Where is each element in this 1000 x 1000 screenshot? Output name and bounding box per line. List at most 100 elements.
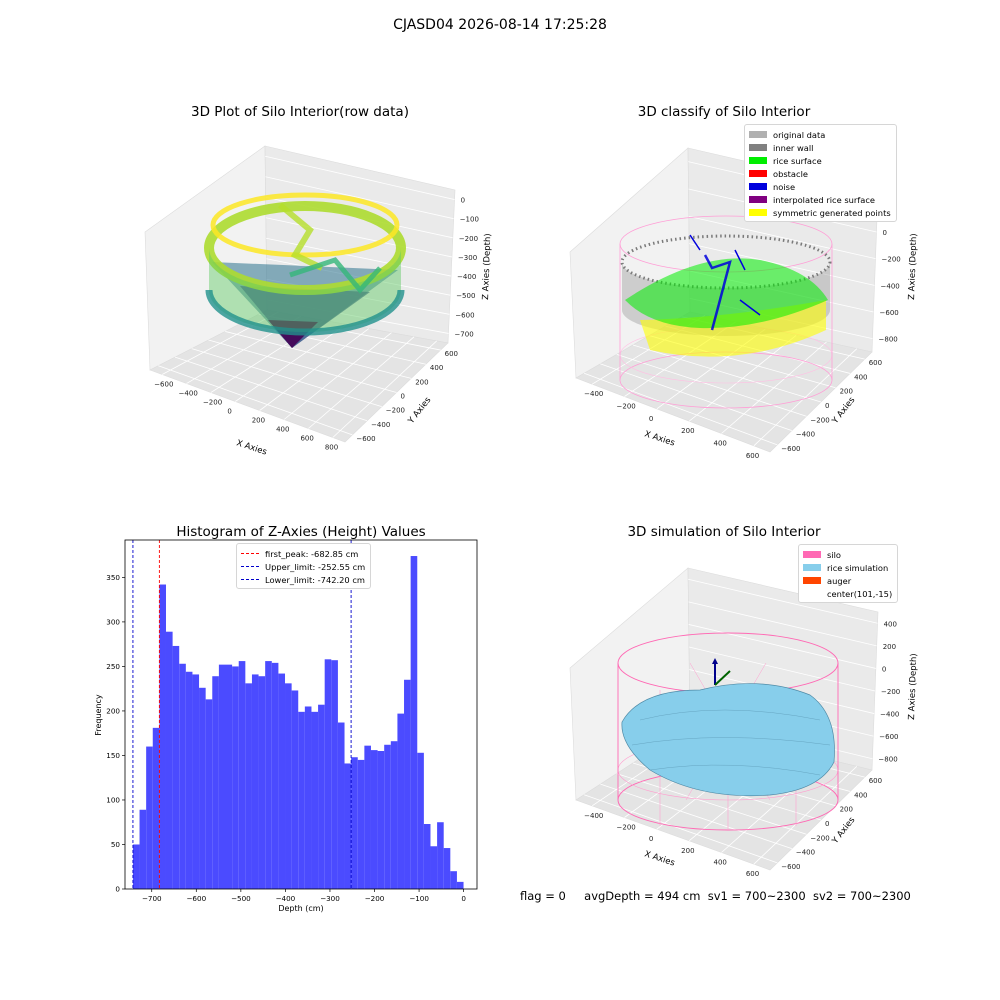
x-tick-label: 0 <box>649 415 653 423</box>
hist-bar <box>205 699 213 889</box>
hist-legend: first_peak: -682.85 cm Upper_limit: -252.… <box>236 543 372 589</box>
hist-xtick-label: −400 <box>276 894 296 903</box>
x-tick-label: −400 <box>584 812 603 820</box>
y-tick-label: 0 <box>401 393 405 401</box>
hist-bar <box>285 683 292 889</box>
y-tick-label: 400 <box>430 364 443 372</box>
hist-bar <box>218 664 226 889</box>
panel3-title: Histogram of Z-Axies (Height) Values <box>176 524 426 540</box>
sv1-text: sv1 = 700~2300 <box>707 889 806 903</box>
y-tick-label: −600 <box>781 445 800 453</box>
y-tick-label: 200 <box>840 806 853 814</box>
y-tick-label: −200 <box>810 834 829 842</box>
y-tick-label: 600 <box>869 777 882 785</box>
x-tick-label: 400 <box>714 859 727 867</box>
y-tick-label: 0 <box>825 820 829 828</box>
hist-xtick-label: −600 <box>186 894 206 903</box>
hist-bar <box>291 690 299 889</box>
z-tick-label: −200 <box>459 235 478 243</box>
y-tick-label: −200 <box>810 416 829 424</box>
legend-item: rice surface <box>749 154 891 167</box>
z-tick-label: 0 <box>883 229 887 237</box>
hist-bar <box>245 683 252 889</box>
hist-bar <box>185 671 193 889</box>
legend-item: silo <box>803 548 892 561</box>
x-tick-label: 600 <box>746 452 759 460</box>
hist-bar <box>357 759 365 889</box>
raw-data-3d-plot: −600−400−2000200400600800−600−400−200020… <box>144 145 493 458</box>
legend-item: first_peak: -682.85 cm <box>241 547 365 560</box>
hist-bar <box>172 645 180 889</box>
y-tick-label: 200 <box>840 388 853 396</box>
legend-item: original data <box>749 128 891 141</box>
x-tick-label: 400 <box>276 426 289 434</box>
p2-zlabel: Z Axies (Depth) <box>907 233 919 300</box>
hist-xlabel: Depth (cm) <box>278 904 323 913</box>
x-tick-label: 200 <box>681 847 694 855</box>
panel4-title: 3D simulation of Silo Interior <box>627 524 821 540</box>
z-tick-label: −800 <box>879 336 898 344</box>
z-tick-label: 200 <box>883 643 896 651</box>
p2-cloud <box>619 215 833 409</box>
hist-ytick-label: 200 <box>106 706 120 715</box>
y-tick-label: 400 <box>854 373 867 381</box>
hist-bar <box>251 674 259 889</box>
hist-bar <box>390 741 398 889</box>
hist-bar <box>192 674 200 889</box>
hist-bar <box>364 745 371 889</box>
z-tick-label: −800 <box>878 756 897 764</box>
status-line: flag = 0 avgDepth = 494 cm sv1 = 700~230… <box>520 889 911 903</box>
hist-bar <box>450 871 457 889</box>
z-tick-label: −200 <box>882 256 901 264</box>
depth-histogram: −700 −600 −500 −400 −300 −200 −100 0 0 50 100 150 2… <box>94 539 478 913</box>
hist-bar <box>410 556 418 889</box>
z-tick-label: −700 <box>454 330 473 338</box>
hist-bar <box>423 824 431 889</box>
x-tick-label: 0 <box>649 835 653 843</box>
hist-bar <box>271 662 279 889</box>
x-tick-label: −600 <box>154 381 173 389</box>
hist-xtick-label: −700 <box>142 894 162 903</box>
hist-bar <box>404 679 411 889</box>
hist-bar <box>304 706 312 889</box>
hist-bar <box>417 752 424 889</box>
hist-bar <box>351 757 358 889</box>
p4-zlabel: Z Axies (Depth) <box>907 653 919 720</box>
y-tick-label: 400 <box>854 791 867 799</box>
x-tick-label: 400 <box>714 440 727 448</box>
hist-xtick-label: −100 <box>409 894 429 903</box>
x-tick-label: 800 <box>325 444 338 452</box>
legend-item: rice simulation <box>803 561 892 574</box>
y-tick-label: 600 <box>445 350 458 358</box>
p4-ylabel: Y Axies <box>830 815 858 847</box>
x-tick-label: −200 <box>617 824 636 832</box>
z-tick-label: −600 <box>880 309 899 317</box>
z-tick-label: 0 <box>882 665 886 673</box>
x-tick-label: −400 <box>584 390 603 398</box>
y-tick-label: −400 <box>796 431 815 439</box>
legend-item: noise <box>749 180 891 193</box>
z-tick-label: 0 <box>461 197 465 205</box>
hist-bar <box>370 750 378 889</box>
simulation-3d-plot: −400−2000200400600−600−400−2000200400600… <box>569 567 919 878</box>
z-tick-label: −500 <box>456 292 475 300</box>
x-tick-label: 600 <box>300 435 313 443</box>
p1-cloud <box>204 192 406 348</box>
x-tick-label: 600 <box>746 870 759 878</box>
hist-bar <box>397 713 405 889</box>
p2-xlabel: X Axies <box>643 429 676 448</box>
hist-ytick-label: 300 <box>106 617 120 626</box>
hist-bar <box>311 711 319 889</box>
y-tick-label: −600 <box>356 435 375 443</box>
sv2-text: sv2 = 700~2300 <box>812 889 911 903</box>
x-tick-label: 200 <box>252 417 265 425</box>
p1-xlabel: X Axies <box>235 438 268 457</box>
hist-bar <box>278 673 286 889</box>
hist-bar <box>146 746 153 889</box>
avg-depth-text: avgDepth = 494 cm <box>584 889 701 903</box>
legend-item: Upper_limit: -252.55 cm <box>241 560 365 573</box>
x-tick-label: −200 <box>203 399 222 407</box>
x-tick-label: 200 <box>681 427 694 435</box>
hist-ytick-label: 50 <box>111 840 121 849</box>
legend-item: inner wall <box>749 141 891 154</box>
